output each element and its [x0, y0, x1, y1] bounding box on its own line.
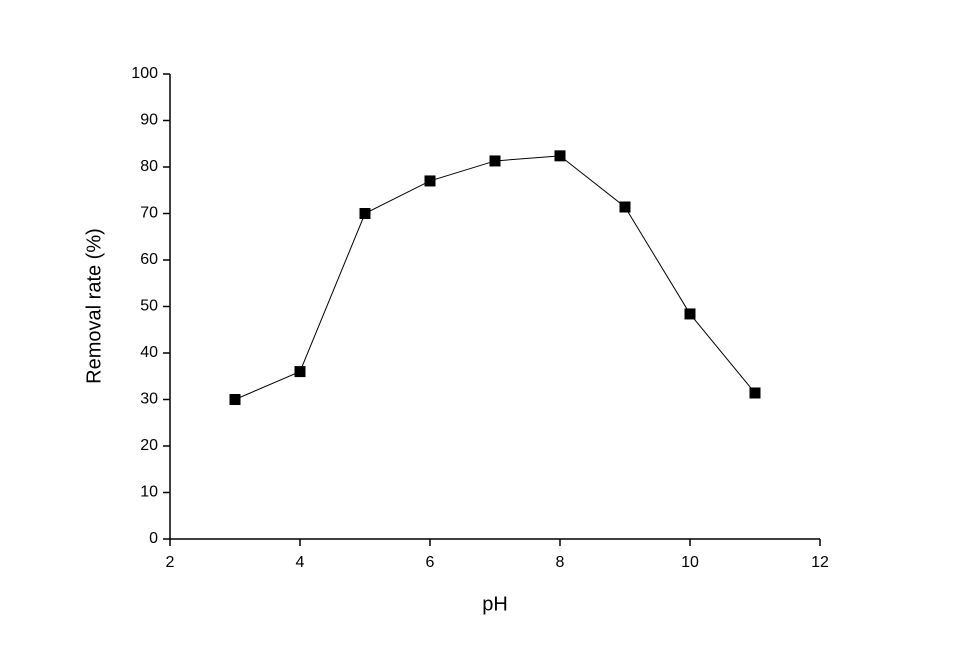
y-tick-label: 80 [140, 158, 158, 175]
data-point [554, 150, 566, 162]
x-tick-label: 12 [811, 554, 829, 571]
data-point [684, 308, 696, 320]
y-tick-label: 70 [140, 205, 158, 222]
x-tick-label: 2 [166, 554, 175, 571]
y-tick-label: 40 [140, 344, 158, 361]
y-tick-label: 10 [140, 484, 158, 501]
data-point [294, 366, 306, 378]
x-axis-title: pH [482, 593, 508, 615]
x-tick-label: 6 [426, 554, 435, 571]
x-tick-label: 4 [296, 554, 305, 571]
data-point [619, 201, 631, 213]
y-tick-label: 30 [140, 391, 158, 408]
data-point [489, 155, 501, 167]
y-tick-label: 50 [140, 298, 158, 315]
series-line [234, 155, 756, 400]
y-tick-label: 0 [149, 530, 158, 547]
y-axis-title: Removal rate (%) [83, 228, 105, 384]
y-tick-label: 20 [140, 437, 158, 454]
y-tick-label: 60 [140, 251, 158, 268]
y-tick-label: 100 [131, 65, 158, 82]
y-tick-label: 90 [140, 112, 158, 129]
x-tick-label: 10 [681, 554, 699, 571]
data-point [359, 208, 371, 219]
data-point [749, 387, 761, 399]
data-point [424, 175, 436, 187]
x-tick-label: 8 [556, 554, 565, 571]
data-point [229, 394, 241, 405]
